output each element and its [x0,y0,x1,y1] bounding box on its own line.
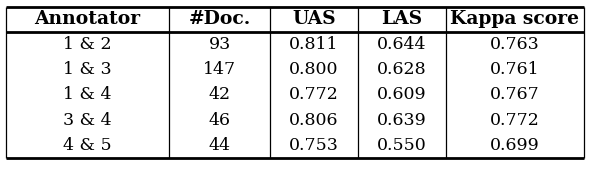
Text: 1 & 2: 1 & 2 [63,36,112,53]
Text: 46: 46 [209,112,231,129]
Text: 0.811: 0.811 [289,36,339,53]
Text: 4 & 5: 4 & 5 [63,137,112,154]
Text: Kappa score: Kappa score [451,10,579,28]
Text: 0.772: 0.772 [289,86,339,103]
Text: Annotator: Annotator [35,10,140,28]
Text: 44: 44 [209,137,231,154]
Text: 0.609: 0.609 [377,86,427,103]
Text: 0.761: 0.761 [490,61,540,78]
Text: LAS: LAS [381,10,422,28]
Text: 1 & 3: 1 & 3 [63,61,112,78]
Text: 0.772: 0.772 [490,112,540,129]
Text: #Doc.: #Doc. [188,10,251,28]
Text: 0.628: 0.628 [377,61,427,78]
Text: UAS: UAS [292,10,336,28]
Text: 42: 42 [208,86,231,103]
Text: 0.644: 0.644 [377,36,427,53]
Text: 3 & 4: 3 & 4 [63,112,112,129]
Text: 0.699: 0.699 [490,137,540,154]
Text: 93: 93 [208,36,231,53]
Text: 1 & 4: 1 & 4 [63,86,112,103]
Text: 0.639: 0.639 [377,112,427,129]
Text: 147: 147 [203,61,236,78]
Text: 0.753: 0.753 [289,137,339,154]
Text: 0.763: 0.763 [490,36,540,53]
Text: 0.800: 0.800 [289,61,339,78]
Text: 0.767: 0.767 [490,86,540,103]
Text: 0.806: 0.806 [289,112,339,129]
Text: 0.550: 0.550 [377,137,427,154]
